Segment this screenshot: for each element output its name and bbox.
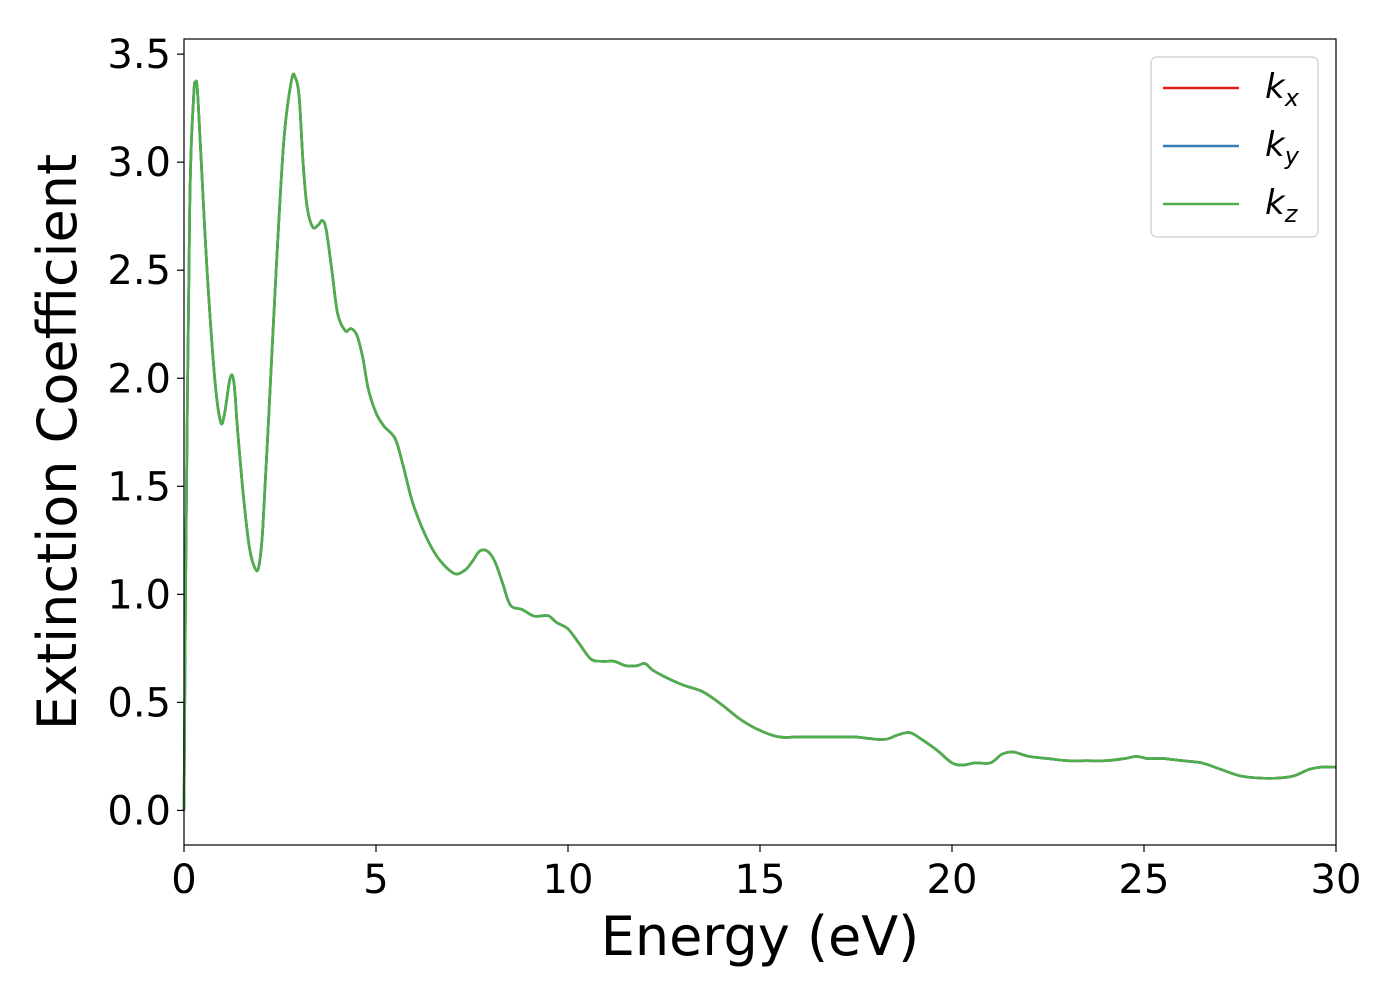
y-axis-ticks: 0.0 0.5 1.0 1.5 2.0 2.5 3.0 3.5 <box>107 32 184 834</box>
series-line-kz <box>182 72 1337 811</box>
x-tick-label: 0 <box>171 857 196 903</box>
y-tick-label: 2.5 <box>107 248 171 294</box>
legend-label-kx: kx <box>1265 67 1300 112</box>
y-tick-label: 1.5 <box>107 464 171 510</box>
y-axis-title: Extinction Coefficient <box>26 154 89 730</box>
y-tick-label: 1.0 <box>107 572 171 618</box>
x-axis-title: Energy (eV) <box>601 905 920 968</box>
y-tick-label: 2.0 <box>107 356 171 402</box>
x-tick-label: 10 <box>543 857 594 903</box>
legend-label-kz: kz <box>1265 183 1299 228</box>
y-tick-label: 3.5 <box>107 32 171 78</box>
legend: kx ky kz <box>1150 56 1319 238</box>
x-tick-label: 25 <box>1119 857 1170 903</box>
legend-entries: kx ky kz <box>1163 67 1300 228</box>
x-axis-ticks: 0 5 10 15 20 25 30 <box>171 845 1361 903</box>
legend-label-ky: ky <box>1265 125 1300 170</box>
x-tick-label: 15 <box>735 857 786 903</box>
x-tick-label: 5 <box>363 857 388 903</box>
x-tick-label: 30 <box>1311 857 1362 903</box>
series-lines <box>182 72 1337 811</box>
y-tick-label: 0.0 <box>107 788 171 834</box>
plot-area <box>182 38 1337 846</box>
x-tick-label: 20 <box>927 857 978 903</box>
y-tick-label: 3.0 <box>107 140 171 186</box>
y-tick-label: 0.5 <box>107 680 171 726</box>
